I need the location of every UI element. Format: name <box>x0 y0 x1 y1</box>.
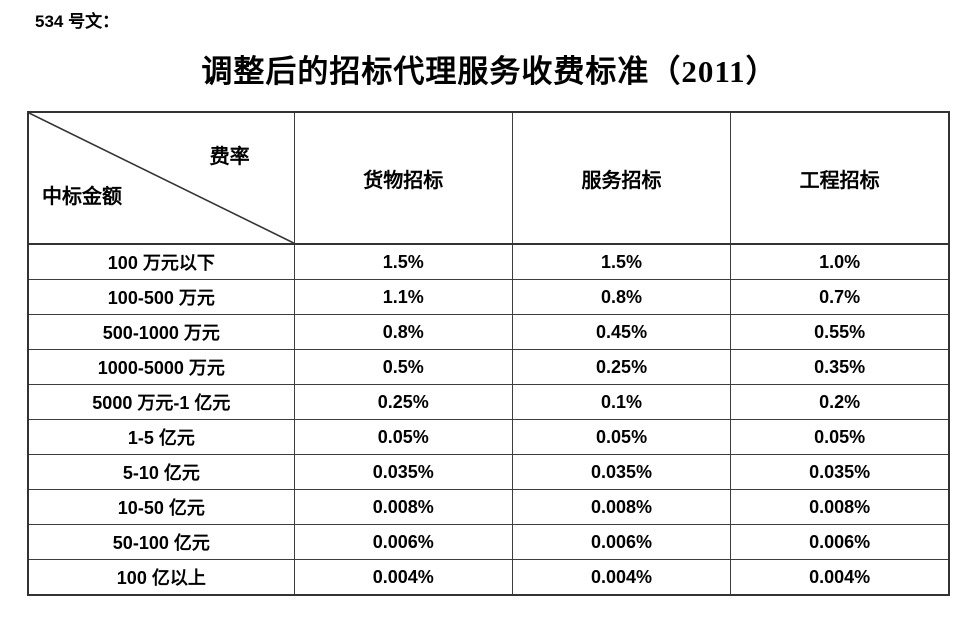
fee-value-cell: 0.05% <box>293 419 513 455</box>
table-row: 1-5 亿元 0.05% 0.05% 0.05% <box>27 419 950 455</box>
fee-value-cell: 0.035% <box>730 454 950 490</box>
fee-value-cell: 0.006% <box>293 524 513 560</box>
fee-value-cell: 0.45% <box>511 314 732 350</box>
table-row: 1000-5000 万元 0.5% 0.25% 0.35% <box>27 349 950 385</box>
doc-number-label: 534 号文： <box>35 12 120 31</box>
fee-value-cell: 0.1% <box>511 384 732 420</box>
fee-value-cell: 0.035% <box>293 454 513 490</box>
row-label-amount-range: 500-1000 万元 <box>27 314 295 350</box>
fee-value-cell: 0.006% <box>730 524 950 560</box>
fee-value-cell: 0.7% <box>730 279 950 315</box>
fee-value-cell: 0.8% <box>293 314 513 350</box>
corner-label-fee-rate: 费率 <box>209 146 250 168</box>
fee-value-cell: 0.5% <box>293 349 513 385</box>
column-header-service-bidding: 服务招标 <box>511 111 732 245</box>
fee-value-cell: 0.55% <box>730 314 950 350</box>
table-row: 100 亿以上 0.004% 0.004% 0.004% <box>27 559 950 596</box>
fee-value-cell: 0.008% <box>730 489 950 525</box>
column-header-goods-bidding: 货物招标 <box>293 111 513 245</box>
fee-value-cell: 0.008% <box>511 489 732 525</box>
row-label-amount-range: 100 万元以下 <box>27 243 295 280</box>
fee-value-cell: 0.8% <box>511 279 732 315</box>
row-label-amount-range: 100-500 万元 <box>27 279 295 315</box>
row-label-amount-range: 1000-5000 万元 <box>27 349 295 385</box>
fee-value-cell: 0.35% <box>730 349 950 385</box>
diagonal-divider-line <box>29 113 294 243</box>
row-label-amount-range: 5-10 亿元 <box>27 454 295 490</box>
fee-value-cell: 1.1% <box>293 279 513 315</box>
fee-value-cell: 0.2% <box>730 384 950 420</box>
row-label-amount-range: 1-5 亿元 <box>27 419 295 455</box>
fee-table-body: 100 万元以下 1.5% 1.5% 1.0% 100-500 万元 1.1% 0.8% 0.… <box>27 243 950 596</box>
fee-value-cell: 1.5% <box>293 243 513 280</box>
fee-value-cell: 1.0% <box>730 243 950 280</box>
fee-value-cell: 0.05% <box>730 419 950 455</box>
table-row: 100 万元以下 1.5% 1.5% 1.0% <box>27 243 950 280</box>
fee-value-cell: 0.004% <box>293 559 513 596</box>
row-label-amount-range: 50-100 亿元 <box>27 524 295 560</box>
fee-value-cell: 0.25% <box>511 349 732 385</box>
row-label-amount-range: 5000 万元-1 亿元 <box>27 384 295 420</box>
table-row: 50-100 亿元 0.006% 0.006% 0.006% <box>27 524 950 560</box>
fee-value-cell: 0.004% <box>730 559 950 596</box>
fee-value-cell: 0.008% <box>293 489 513 525</box>
table-row: 5000 万元-1 亿元 0.25% 0.1% 0.2% <box>27 384 950 420</box>
row-label-amount-range: 10-50 亿元 <box>27 489 295 525</box>
row-label-amount-range: 100 亿以上 <box>27 559 295 596</box>
table-row: 5-10 亿元 0.035% 0.035% 0.035% <box>27 454 950 490</box>
page-title: 调整后的招标代理服务收费标准（2011） <box>201 54 778 89</box>
corner-label-bid-amount: 中标金额 <box>42 186 122 208</box>
header-row: 费率 中标金额 货物招标 服务招标 工程招标 <box>27 111 950 245</box>
corner-header-cell: 费率 中标金额 <box>27 111 295 245</box>
fee-value-cell: 0.035% <box>511 454 732 490</box>
fee-value-cell: 0.006% <box>511 524 732 560</box>
fee-table: 费率 中标金额 货物招标 服务招标 工程招标 100 万元以下 1.5% 1.5% 1… <box>27 111 950 596</box>
column-header-engineering-bidding: 工程招标 <box>730 111 950 245</box>
fee-value-cell: 0.004% <box>511 559 732 596</box>
table-row: 10-50 亿元 0.008% 0.008% 0.008% <box>27 489 950 525</box>
table-row: 500-1000 万元 0.8% 0.45% 0.55% <box>27 314 950 350</box>
fee-value-cell: 0.05% <box>511 419 732 455</box>
fee-value-cell: 1.5% <box>511 243 732 280</box>
table-row: 100-500 万元 1.1% 0.8% 0.7% <box>27 279 950 315</box>
fee-value-cell: 0.25% <box>293 384 513 420</box>
